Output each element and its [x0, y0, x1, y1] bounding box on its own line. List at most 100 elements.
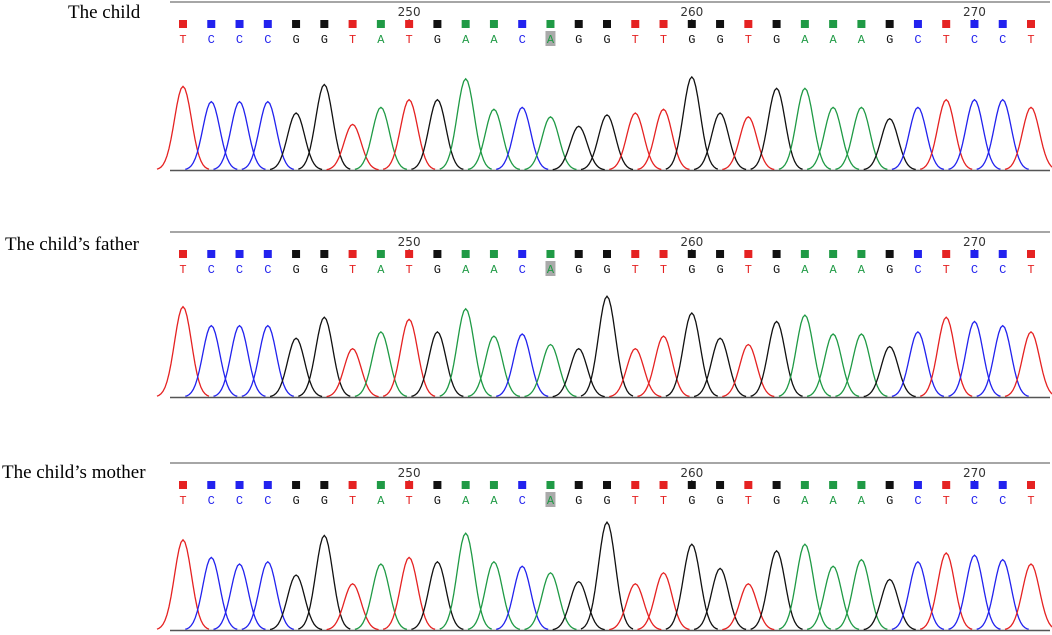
peak [835, 333, 888, 398]
peak [524, 571, 577, 631]
peak [693, 112, 747, 171]
quality-square [207, 250, 216, 258]
quality-square [320, 20, 329, 28]
base-call: T [179, 263, 186, 277]
quality-square [603, 481, 611, 489]
position-label: 260 [680, 235, 703, 249]
quality-square [348, 250, 357, 258]
peak [863, 345, 916, 398]
quality-square [716, 250, 725, 258]
quality-square [942, 481, 951, 489]
quality-square [320, 481, 329, 489]
base-call: C [208, 33, 215, 47]
quality-square [659, 20, 668, 28]
peak [382, 318, 436, 397]
base-call: G [575, 263, 582, 277]
base-call: A [858, 494, 866, 508]
peak [411, 331, 464, 398]
peak [467, 560, 521, 631]
base-call: T [943, 263, 950, 277]
quality-square [913, 481, 922, 489]
base-call: G [716, 33, 723, 47]
position-label: 260 [680, 466, 703, 480]
base-call: T [179, 33, 186, 47]
quality-square [659, 250, 668, 258]
base-call: G [292, 494, 299, 508]
base-call: A [830, 33, 838, 47]
peak [411, 98, 464, 170]
base-call: G [603, 263, 610, 277]
peak [298, 83, 351, 170]
quality-square [857, 481, 866, 489]
base-call: C [208, 263, 215, 277]
base-call: G [773, 263, 780, 277]
quality-square [687, 20, 696, 28]
quality-square [433, 250, 442, 258]
peak [693, 567, 747, 631]
peak [524, 343, 577, 398]
base-call: A [547, 33, 555, 47]
base-call: C [264, 263, 271, 277]
base-call: A [490, 263, 498, 277]
quality-square [857, 20, 866, 28]
quality-square [885, 250, 894, 258]
base-call: C [264, 494, 271, 508]
quality-square [433, 20, 442, 28]
base-call: G [575, 494, 582, 508]
base-call: T [660, 33, 667, 47]
peak [241, 100, 295, 171]
peak [156, 85, 210, 170]
peak [891, 106, 945, 171]
peak [919, 552, 973, 630]
base-call: C [971, 263, 978, 277]
peak [806, 333, 860, 398]
base-call: T [745, 494, 752, 508]
base-call: T [349, 263, 356, 277]
base-call: T [406, 494, 413, 508]
quality-square [518, 250, 527, 258]
base-call: C [999, 33, 1006, 47]
quality-square [800, 20, 809, 28]
quality-square [348, 481, 357, 489]
sample-label: The child’s father [5, 234, 140, 255]
base-call: G [434, 263, 441, 277]
quality-square [405, 481, 414, 489]
peak [750, 320, 803, 397]
base-call: G [292, 33, 299, 47]
base-call: G [292, 263, 299, 277]
quality-square [207, 481, 216, 489]
peak [920, 98, 973, 170]
quality-square [1027, 481, 1035, 489]
quality-square [998, 250, 1007, 258]
base-call: G [603, 494, 610, 508]
peak [948, 98, 1001, 170]
trace-panel: The child’s mother 250 260 270 T C C C G G T A T G A A C… [2, 462, 1052, 632]
quality-square [970, 250, 979, 258]
peak [439, 307, 492, 397]
base-call: A [377, 33, 385, 47]
quality-square [235, 250, 244, 258]
peak [241, 324, 294, 397]
quality-square [800, 250, 809, 258]
peak [269, 337, 323, 398]
base-call: A [547, 263, 555, 277]
peak [835, 106, 888, 171]
peak [580, 114, 634, 171]
peak [665, 543, 719, 630]
peak [778, 543, 832, 630]
peak [835, 558, 888, 630]
quality-square [461, 250, 470, 258]
peak [976, 558, 1029, 630]
base-call: G [886, 33, 893, 47]
quality-square [1027, 250, 1035, 258]
base-call: G [773, 494, 780, 508]
peak [665, 75, 719, 170]
base-call: G [716, 494, 723, 508]
quality-square [913, 250, 922, 258]
peak [326, 583, 379, 631]
base-call: T [349, 494, 356, 508]
peak [185, 100, 238, 171]
base-call: C [264, 33, 271, 47]
base-call: T [406, 263, 413, 277]
peak [552, 580, 605, 631]
